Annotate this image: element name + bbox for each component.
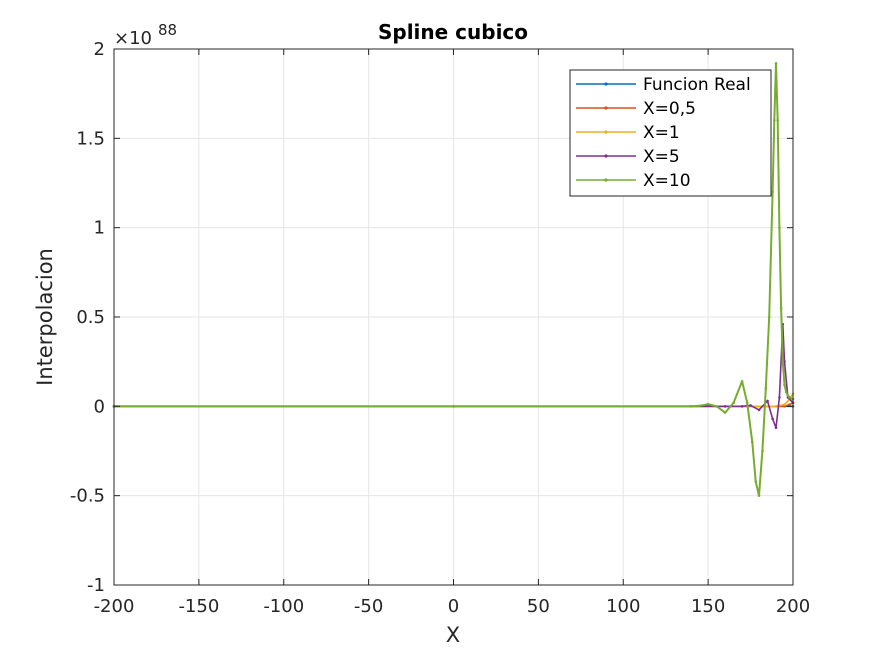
series-point [786, 394, 790, 397]
series-point [732, 401, 735, 405]
series-point [745, 401, 749, 405]
y-tick-label: 2 [94, 39, 105, 60]
series-point [766, 399, 769, 403]
series-point [723, 411, 727, 414]
legend-items: Funcion Real X=0,5 X=1 X=5 X=10 [576, 75, 751, 191]
series-point [781, 360, 785, 363]
legend-label: X=10 [643, 171, 691, 191]
series-point [771, 417, 774, 421]
legend-swatch-marker [604, 82, 608, 86]
series-point [778, 396, 781, 399]
series-point [784, 390, 788, 394]
series-point [757, 408, 761, 412]
series-point [778, 226, 781, 229]
series-point [749, 404, 752, 407]
x-tick-label: 100 [606, 596, 640, 617]
series-5 [112, 61, 795, 497]
series-point [754, 480, 757, 483]
x-tick-label: 0 [448, 596, 459, 617]
ticks [113, 48, 794, 586]
series-layer [112, 61, 795, 497]
legend-swatch-marker [604, 106, 608, 110]
legend-swatch-marker [604, 178, 608, 182]
legend-item: X=0,5 [576, 99, 696, 119]
y-tick-label: -0.5 [70, 486, 105, 507]
y-tick-label: 1.5 [76, 128, 105, 149]
y-tick-label: 0.5 [76, 307, 105, 328]
legend-label: Funcion Real [643, 75, 751, 95]
legend-item: X=5 [576, 147, 680, 167]
legend-swatch-marker [604, 130, 608, 134]
series-point [761, 449, 764, 453]
series-point [776, 119, 780, 122]
series-point [771, 190, 774, 194]
series-point [774, 405, 778, 408]
series-point [764, 387, 768, 390]
series-point [689, 405, 693, 408]
y-axis-label: Interpolacion [33, 248, 57, 386]
series-point [698, 404, 701, 408]
series-point [783, 403, 786, 406]
y-tick-label: 1 [94, 218, 105, 239]
series-point [788, 396, 791, 399]
x-tick-label: -150 [178, 596, 219, 617]
series-point [783, 383, 786, 387]
y-tick-label: 0 [94, 396, 105, 417]
series-point [773, 119, 776, 122]
series-point [788, 403, 791, 406]
legend-item: X=10 [576, 171, 691, 191]
series-point [774, 426, 778, 430]
y-exponent-power: 88 [158, 21, 177, 39]
legend-item: Funcion Real [576, 75, 751, 95]
y-exponent: ×10 88 [114, 21, 177, 49]
x-tick-label: 50 [527, 596, 550, 617]
x-tick-label: -100 [263, 596, 304, 617]
y-tick-label: -1 [87, 575, 105, 596]
series-point [740, 380, 744, 383]
series-point [767, 315, 771, 319]
chart-title: Spline cubico [378, 20, 528, 44]
legend-label: X=1 [643, 123, 680, 143]
legend-label: X=5 [643, 147, 680, 167]
legend: Funcion Real X=0,5 X=1 X=5 X=10 [569, 69, 772, 197]
series-point [706, 402, 710, 406]
series-point [757, 494, 761, 497]
tick-labels: -200 -150 -100 -50 0 50 100 150 200 -1 -0.5 0 0.5 1 1.… [70, 39, 810, 617]
series-point [774, 61, 778, 65]
legend-item: X=1 [576, 123, 680, 143]
y-exponent-base: ×10 [114, 28, 152, 49]
x-tick-label: 200 [776, 596, 810, 617]
series-point [723, 405, 727, 408]
x-tick-label: -50 [354, 596, 383, 617]
x-axis-label: X [446, 623, 460, 647]
series-point [740, 405, 744, 408]
series-point [779, 306, 783, 310]
x-tick-label: 150 [691, 596, 725, 617]
series-point [750, 440, 754, 444]
series-point [783, 405, 786, 408]
legend-swatch-marker [604, 154, 608, 158]
series-point [715, 405, 718, 408]
x-tick-label: -200 [94, 596, 135, 617]
legend-box [569, 69, 772, 197]
legend-label: X=0,5 [643, 99, 696, 119]
